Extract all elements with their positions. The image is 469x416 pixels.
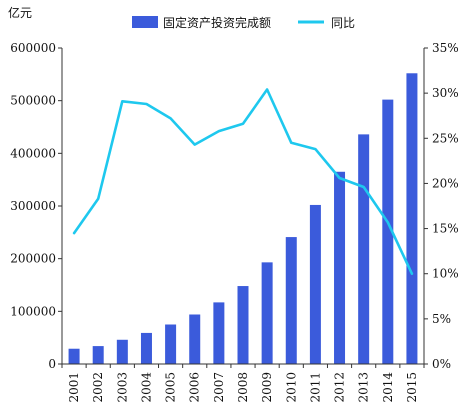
x-tick-label: 2001	[67, 372, 81, 403]
legend-swatch-bars	[132, 16, 158, 28]
legend-label-line: 同比	[331, 16, 355, 30]
x-tick-label: 2010	[284, 372, 298, 403]
bar	[213, 302, 225, 364]
bar	[116, 339, 128, 364]
y-right-tick-label: 20%	[432, 176, 459, 190]
y-right-tick-label: 0%	[432, 357, 451, 371]
y-right-tick-label: 30%	[432, 86, 459, 100]
bar	[189, 314, 201, 364]
bar	[285, 237, 297, 364]
line-path	[72, 88, 414, 276]
y-right-tick-label: 5%	[432, 312, 451, 326]
line-series	[72, 88, 414, 276]
x-tick-label: 2005	[164, 372, 178, 403]
axes	[58, 47, 428, 368]
bar	[334, 171, 346, 364]
y-left-unit-label: 亿元	[8, 5, 32, 20]
x-tick-label: 2006	[188, 372, 202, 403]
y-right-tick-label: 15%	[432, 222, 459, 236]
y-left-tick-label: 0	[48, 357, 56, 371]
bar	[237, 286, 249, 364]
y-right-tick-label: 25%	[432, 131, 459, 145]
x-tick-label: 2014	[381, 372, 395, 403]
x-tick-label: 2004	[139, 372, 153, 403]
y-left-tick-label: 400000	[10, 146, 56, 160]
y-right-tick-label: 35%	[432, 41, 459, 55]
y-left-tick-label: 100000	[10, 304, 56, 318]
bar	[165, 324, 177, 364]
legend: 固定资产投资完成额 同比	[132, 15, 355, 30]
x-tick-label: 2007	[212, 372, 226, 403]
y-left-tick-label: 500000	[10, 94, 56, 108]
bar	[92, 346, 104, 364]
y-left-tick-label: 600000	[10, 41, 56, 55]
x-tick-label: 2015	[405, 372, 419, 403]
y-right-tick-label: 10%	[432, 267, 459, 281]
bar-series	[68, 73, 418, 364]
x-tick-label: 2008	[236, 372, 250, 403]
x-tick-label: 2009	[260, 372, 274, 403]
x-tick-label: 2003	[115, 372, 129, 403]
x-tick-label: 2012	[333, 372, 347, 403]
bar	[309, 204, 321, 364]
y-left-tick-label: 200000	[10, 252, 56, 266]
x-tick-label: 2011	[308, 372, 322, 403]
y-left-tick-label: 300000	[10, 199, 56, 213]
x-tick-label: 2002	[91, 372, 105, 403]
bar	[358, 134, 370, 364]
legend-label-bars: 固定资产投资完成额	[163, 15, 271, 30]
bar	[382, 99, 394, 364]
x-tick-label: 2013	[357, 372, 371, 403]
bar	[261, 262, 273, 364]
tick-labels: 0 100000 200000 300000 400000 500000 600000 0% 5…	[10, 41, 458, 403]
bar	[140, 332, 152, 364]
bar	[406, 73, 418, 364]
bar	[68, 348, 80, 364]
